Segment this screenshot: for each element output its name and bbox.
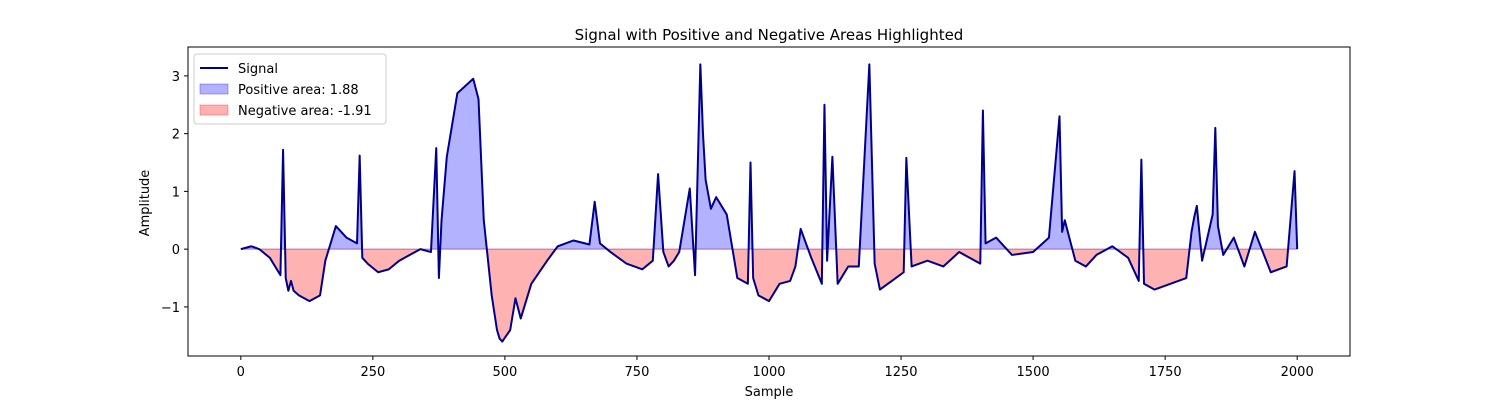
y-axis-label: Amplitude	[138, 170, 153, 237]
positive-area	[240, 64, 1298, 250]
x-tick-label: 2000	[1281, 365, 1314, 380]
legend-swatch-positive	[199, 83, 229, 95]
legend-box	[193, 53, 387, 125]
x-tick-label: 500	[492, 365, 517, 380]
x-tick-label: 250	[360, 365, 385, 380]
x-tick-label: 1750	[1149, 365, 1182, 380]
x-tick-label: 1250	[884, 365, 917, 380]
legend-label: Positive area: 1.88	[238, 83, 359, 98]
y-tick-label: −1	[161, 301, 180, 316]
signal-line	[240, 63, 1299, 343]
x-tick-label: 0	[237, 365, 245, 380]
x-axis-label: Sample	[745, 385, 794, 400]
x-tick-label: 1000	[752, 365, 785, 380]
y-tick-label: 2	[172, 128, 180, 143]
y-tick-label: 0	[172, 243, 180, 258]
y-tick-label: 1	[172, 185, 180, 200]
ticks: 0 250 500 750 1000 1250 1500 1750 2000 −1 0 1 2 3	[161, 70, 1314, 380]
legend-label: Negative area: -1.91	[238, 104, 372, 119]
legend-label: Signal	[238, 62, 278, 77]
y-tick-label: 3	[172, 70, 180, 85]
chart-title: Signal with Positive and Negative Areas …	[575, 26, 964, 44]
legend: Signal Positive area: 1.88 Negative area: …	[193, 53, 387, 125]
x-tick-label: 750	[625, 365, 650, 380]
signal-line-layer	[240, 63, 1299, 343]
legend-swatch-negative	[199, 104, 229, 116]
x-tick-label: 1500	[1017, 365, 1050, 380]
